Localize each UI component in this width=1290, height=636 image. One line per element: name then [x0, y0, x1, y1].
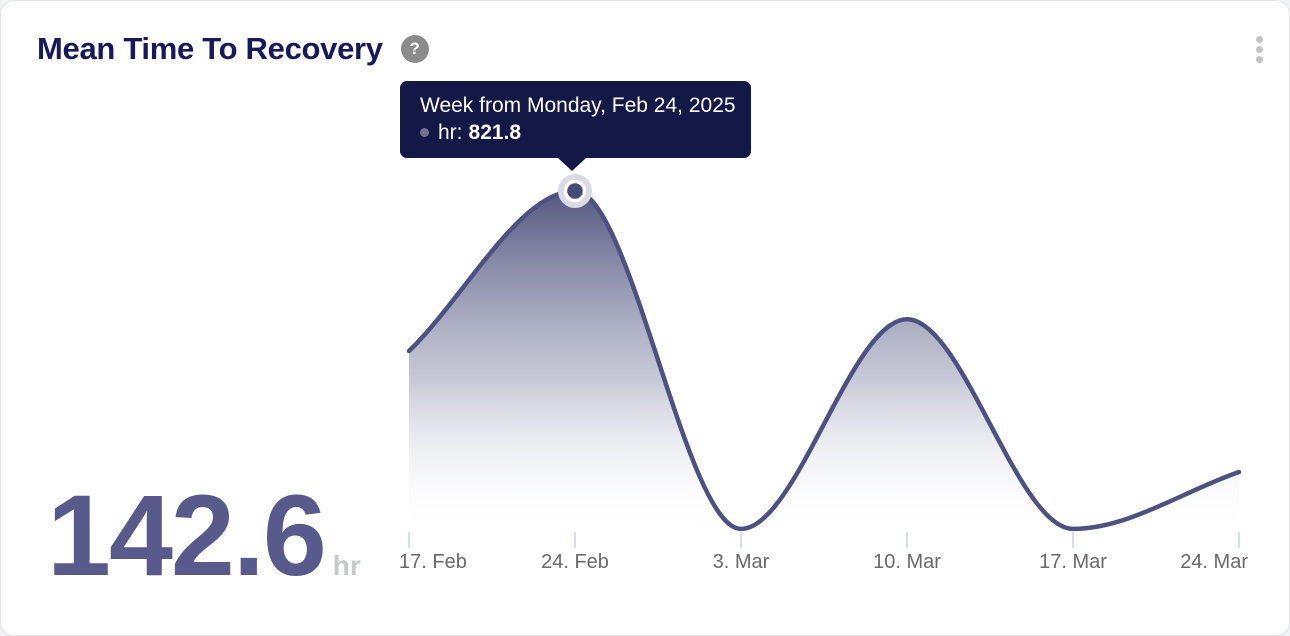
hover-marker[interactable] — [563, 179, 587, 203]
help-icon[interactable]: ? — [400, 35, 429, 63]
x-axis-label: 17. Mar — [1039, 551, 1107, 573]
x-axis-label: 10. Mar — [873, 551, 941, 573]
x-axis-label: 24. Mar — [1180, 551, 1248, 573]
x-axis-ticks — [408, 532, 1240, 548]
kebab-dot-icon — [1255, 35, 1263, 43]
kpi-value: 142.6 — [47, 472, 327, 600]
card-header: Mean Time To Recovery ? — [37, 31, 429, 67]
tooltip-series-label: hr: — [438, 121, 463, 144]
x-axis-label: 3. Mar — [712, 551, 770, 573]
tooltip-series-row: hr: 821.8 — [420, 119, 751, 146]
x-axis-label: 24. Feb — [541, 551, 609, 573]
series-area-fill — [409, 191, 1239, 534]
kpi-unit: hr — [332, 550, 361, 581]
chart-tooltip: Week from Monday, Feb 24, 2025 hr: 821.8 — [400, 81, 751, 171]
x-axis-label: 17. Feb — [399, 551, 467, 573]
tooltip-series-value: 821.8 — [468, 121, 522, 144]
kebab-menu-button[interactable] — [1251, 31, 1267, 67]
tooltip-title: Week from Monday, Feb 24, 2025 — [420, 94, 736, 117]
kebab-dot-icon — [1255, 45, 1263, 53]
tooltip-arrow — [558, 158, 586, 171]
kebab-dot-icon — [1255, 55, 1263, 63]
page-title: Mean Time To Recovery — [37, 31, 383, 66]
kpi-summary: 142.6 hr — [47, 479, 361, 594]
series-bullet-icon — [420, 128, 429, 137]
